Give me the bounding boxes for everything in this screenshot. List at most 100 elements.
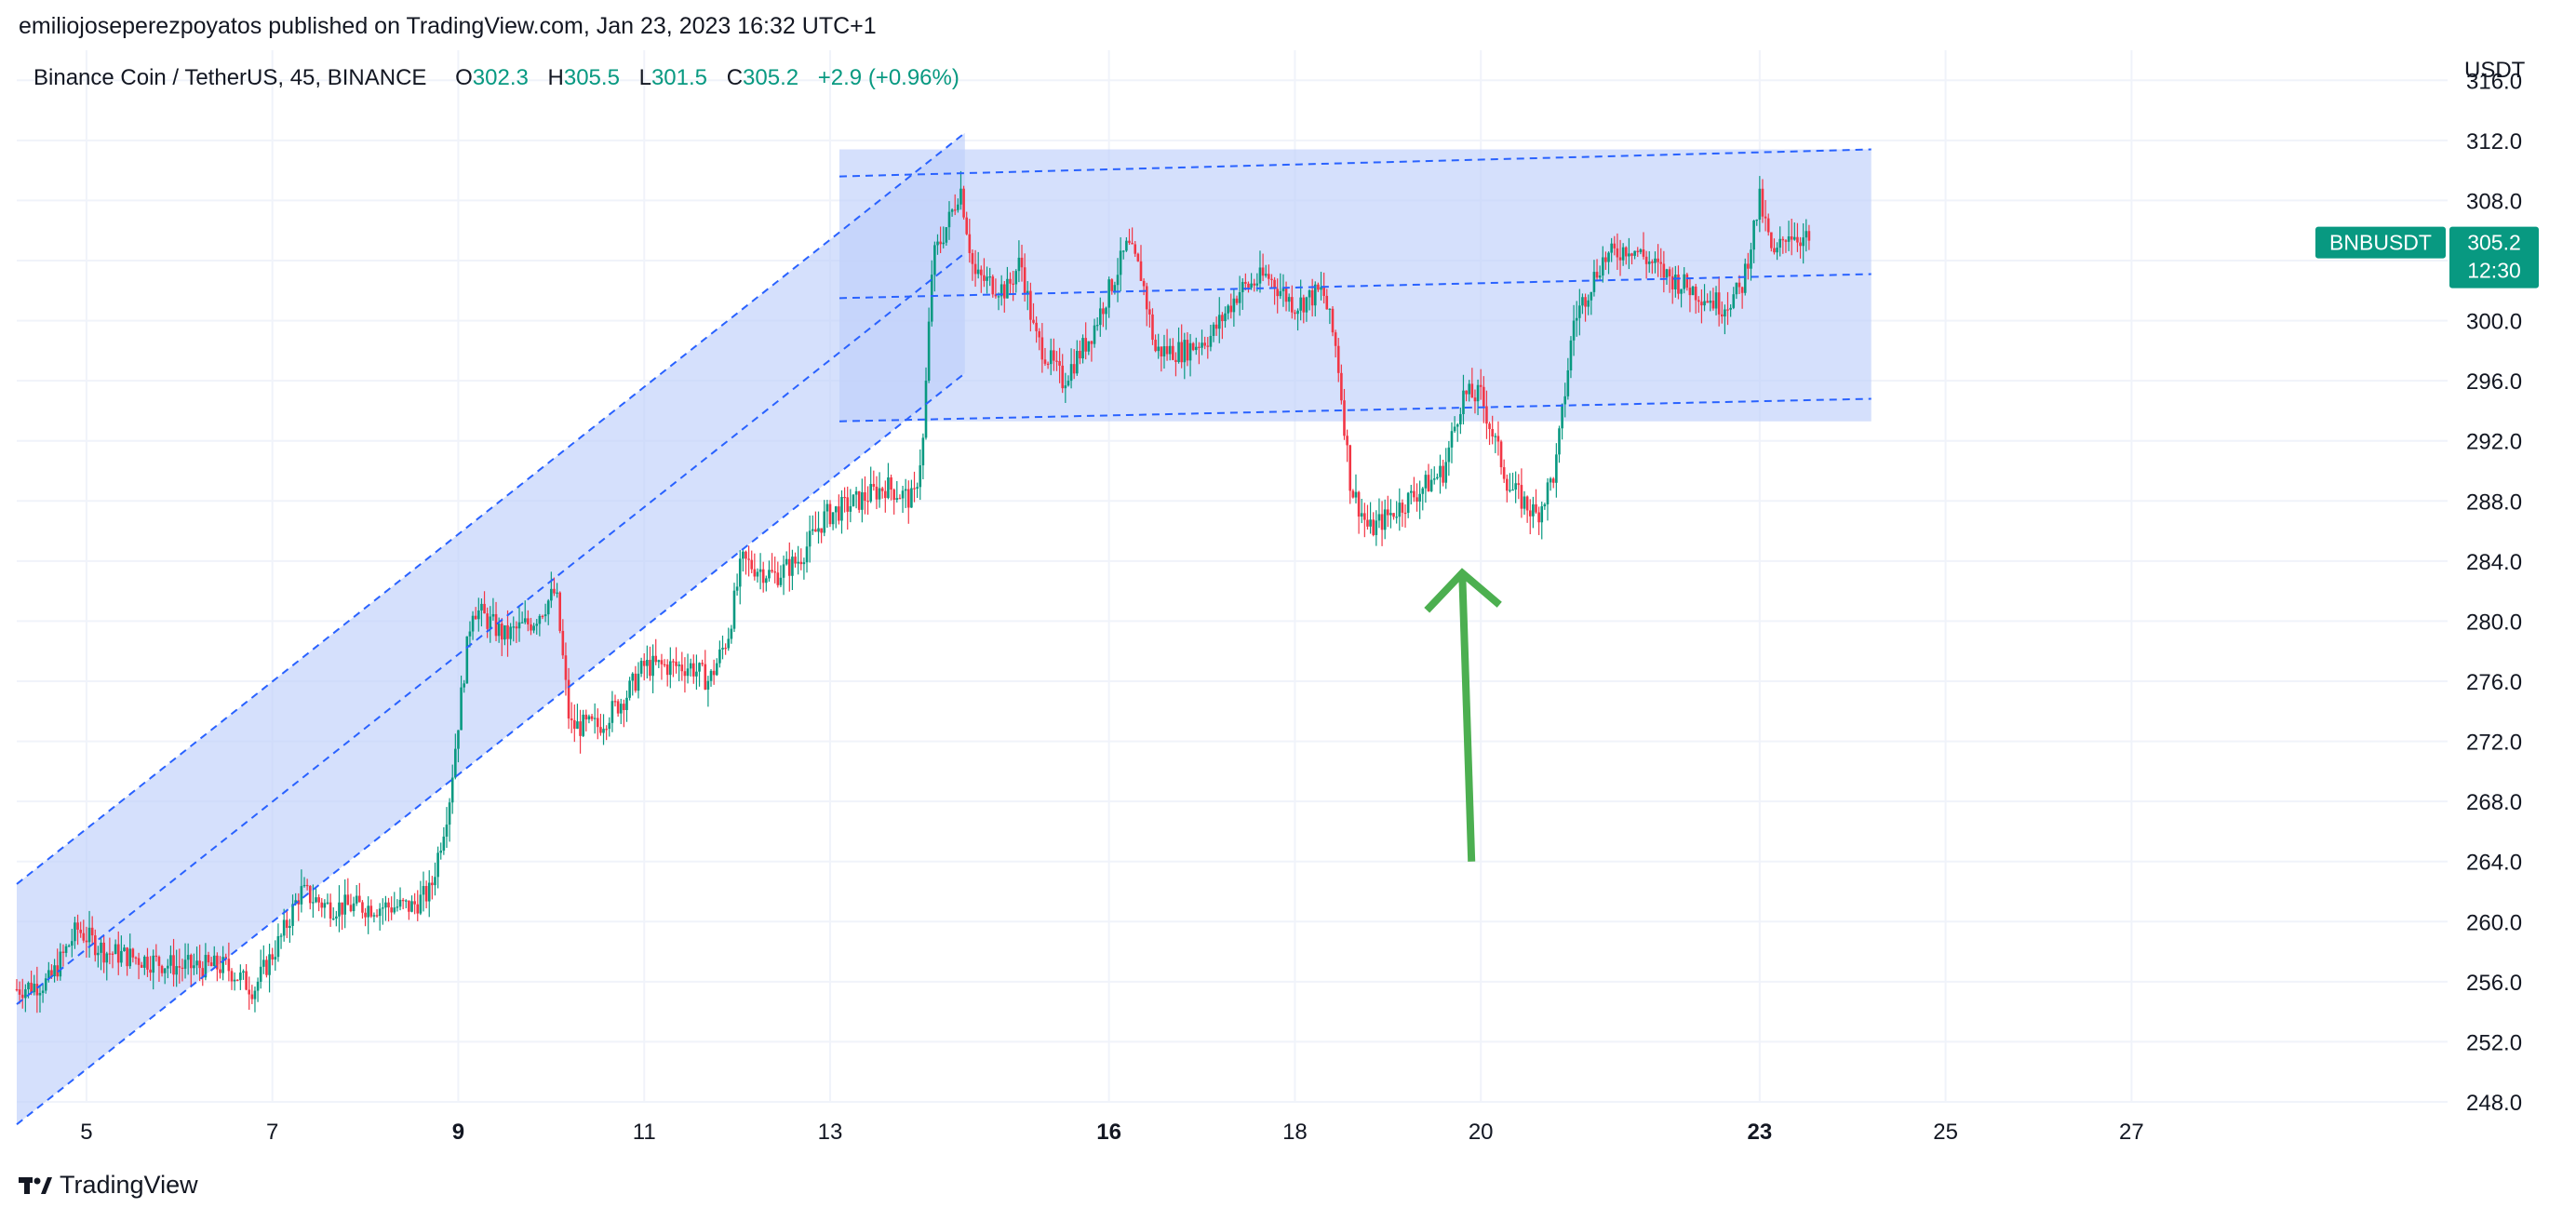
candle-body	[654, 655, 658, 663]
candle-body	[924, 381, 928, 438]
candle-body	[582, 714, 584, 736]
candle-body	[1203, 342, 1206, 346]
candle-body	[468, 631, 472, 637]
chart-legend: Binance Coin / TetherUS, 45, BINANCE O30…	[34, 65, 959, 91]
candle-body	[1002, 284, 1006, 299]
candle-body	[71, 941, 74, 946]
candle-body	[1607, 252, 1610, 262]
candle-body	[445, 825, 449, 837]
candle-body	[613, 701, 617, 703]
candle-body	[880, 488, 884, 491]
candle-body	[831, 512, 835, 525]
candle-body	[497, 624, 501, 637]
candle-body	[1807, 231, 1811, 241]
candle-body	[1291, 297, 1294, 313]
candle-body	[1095, 325, 1099, 327]
candle-body	[1773, 248, 1776, 253]
candle-body	[1566, 369, 1570, 396]
candle-body	[1630, 253, 1633, 256]
candle-body	[678, 664, 680, 666]
candle-body	[1325, 295, 1329, 310]
candle-body	[198, 960, 201, 969]
candle-body	[1584, 297, 1587, 307]
candle-body	[143, 956, 146, 968]
candle-body	[1308, 289, 1311, 298]
candle-body	[349, 905, 353, 912]
candle-body	[771, 570, 773, 572]
candle-body	[808, 530, 812, 547]
candle-body	[834, 506, 838, 513]
candle-body	[623, 704, 625, 710]
change-value: +2.9 (+0.96%)	[817, 65, 959, 90]
candle-body	[1587, 300, 1590, 307]
candle-body	[1081, 338, 1084, 359]
candle-body	[230, 971, 234, 982]
candle-body	[994, 294, 998, 297]
candle-body	[665, 664, 669, 676]
candle-body	[1572, 320, 1576, 341]
candle-body	[305, 884, 309, 887]
candle-body	[1380, 514, 1384, 530]
close-value: 305.2	[743, 65, 799, 90]
candle-body	[1261, 267, 1265, 276]
candle-body	[1287, 297, 1291, 302]
candle-body	[315, 897, 317, 903]
candle-body	[326, 902, 329, 904]
candle-body	[1221, 315, 1224, 322]
candle-body	[747, 558, 750, 560]
candle-body	[1462, 390, 1465, 415]
candle-body	[1224, 313, 1227, 322]
candle-body	[828, 503, 832, 525]
candle-body	[895, 498, 899, 501]
candle-body	[515, 626, 518, 629]
candle-body	[1053, 350, 1055, 361]
candle-body	[904, 489, 907, 491]
symbol-name[interactable]: Binance Coin / TetherUS, 45, BINANCE	[34, 65, 427, 90]
candle-body	[1485, 406, 1488, 424]
candle-body	[471, 615, 475, 632]
candle-body	[146, 956, 149, 970]
candle-body	[825, 503, 829, 512]
candle-body	[1201, 342, 1203, 348]
candle-body	[649, 660, 651, 677]
candle-body	[1793, 236, 1796, 240]
candle-body	[1670, 275, 1674, 289]
candle-body	[709, 670, 713, 681]
candle-body	[341, 902, 343, 915]
candle-body	[175, 966, 178, 975]
candle-body	[1281, 288, 1285, 291]
candle-body	[753, 569, 757, 577]
candle-body	[431, 882, 434, 886]
candle-body	[1459, 414, 1462, 425]
price-tick-label: 316.0	[2466, 69, 2522, 94]
candle-body	[779, 577, 783, 585]
candle-body	[434, 877, 436, 886]
candle-body	[573, 719, 576, 730]
candle-body	[416, 904, 420, 914]
candle-body	[1238, 291, 1241, 303]
candle-body	[1377, 514, 1381, 521]
candle-body	[1119, 250, 1122, 275]
tradingview-brand[interactable]: TradingView	[19, 1171, 198, 1200]
candle-body	[1363, 513, 1366, 520]
candle-body	[1235, 298, 1239, 303]
candle-body	[424, 886, 428, 902]
candle-body	[1348, 445, 1352, 491]
candle-body	[233, 979, 236, 982]
candle-body	[500, 624, 503, 640]
candle-body	[183, 959, 187, 969]
candle-body	[41, 990, 45, 993]
candle-body	[207, 955, 210, 963]
candle-body	[930, 275, 933, 322]
candle-body	[1421, 488, 1425, 494]
candle-body	[1409, 490, 1413, 493]
candle-body	[919, 465, 922, 488]
candle-body	[942, 242, 946, 245]
candle-body	[448, 802, 451, 825]
candle-body	[1270, 278, 1273, 280]
candle-body	[637, 673, 640, 691]
candle-body	[1087, 341, 1091, 352]
candle-body	[1496, 436, 1500, 442]
candle-body	[1694, 286, 1697, 301]
